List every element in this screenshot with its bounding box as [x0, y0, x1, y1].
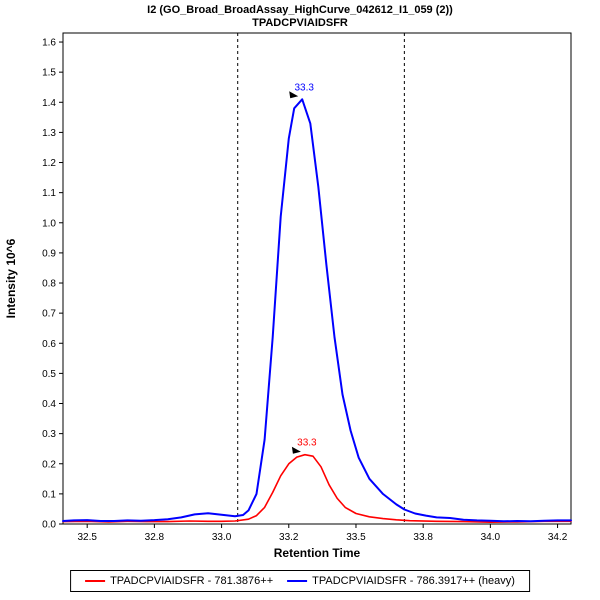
legend-item-heavy: TPADCPVIAIDSFR - 786.3917++ (heavy)	[287, 575, 515, 587]
x-tick-label: 34.0	[481, 532, 501, 543]
peak-rt-annotation[interactable]: 33.3	[294, 82, 314, 93]
peak-rt-annotation[interactable]: 33.3	[297, 438, 317, 449]
y-tick-label: 0.7	[42, 309, 56, 320]
chart-title: I2 (GO_Broad_BroadAssay_HighCurve_042612…	[147, 4, 453, 16]
chart-subtitle: TPADCPVIAIDSFR	[252, 17, 348, 29]
y-tick-label: 1.2	[42, 158, 56, 169]
peak-arrow-icon	[291, 446, 301, 454]
y-tick-label: 1.6	[42, 38, 56, 49]
y-tick-label: 0.9	[42, 248, 56, 259]
y-tick-label: 0.4	[42, 399, 56, 410]
y-tick-label: 1.3	[42, 128, 56, 139]
y-axis-title: Intensity 10^6	[4, 238, 18, 318]
y-tick-label: 0.0	[42, 520, 56, 531]
peak-arrow-icon	[289, 91, 299, 99]
y-tick-label: 1.0	[42, 218, 56, 229]
plot-border	[62, 32, 572, 525]
legend-item-light: TPADCPVIAIDSFR - 781.3876++	[85, 575, 273, 587]
y-tick-label: 0.1	[42, 489, 56, 500]
legend-line-red	[85, 580, 106, 582]
y-tick-label: 0.8	[42, 279, 56, 290]
x-tick-label: 32.5	[77, 532, 97, 543]
y-tick-label: 1.5	[42, 68, 56, 79]
series-line-heavy[interactable]	[62, 98, 572, 523]
y-tick-label: 1.1	[42, 188, 56, 199]
y-tick-label: 0.5	[42, 369, 56, 380]
legend-label-light: TPADCPVIAIDSFR - 781.3876++	[110, 575, 274, 587]
legend-box: TPADCPVIAIDSFR - 781.3876++ TPADCPVIAIDS…	[70, 570, 530, 592]
x-tick-label: 33.0	[212, 532, 232, 543]
x-tick-label: 32.8	[145, 532, 165, 543]
x-tick-label: 34.2	[548, 532, 568, 543]
y-tick-label: 1.4	[42, 98, 56, 109]
y-tick-label: 0.6	[42, 339, 56, 350]
y-tick-label: 0.2	[42, 459, 56, 470]
y-tick-label: 0.3	[42, 429, 56, 440]
legend-line-blue	[287, 580, 308, 582]
x-tick-label: 33.5	[346, 532, 366, 543]
legend-label-heavy: TPADCPVIAIDSFR - 786.3917++ (heavy)	[312, 575, 515, 587]
x-axis-title: Retention Time	[274, 546, 361, 560]
x-tick-label: 33.8	[413, 532, 433, 543]
x-tick-label: 33.2	[279, 532, 299, 543]
series-line-light[interactable]	[62, 453, 572, 524]
